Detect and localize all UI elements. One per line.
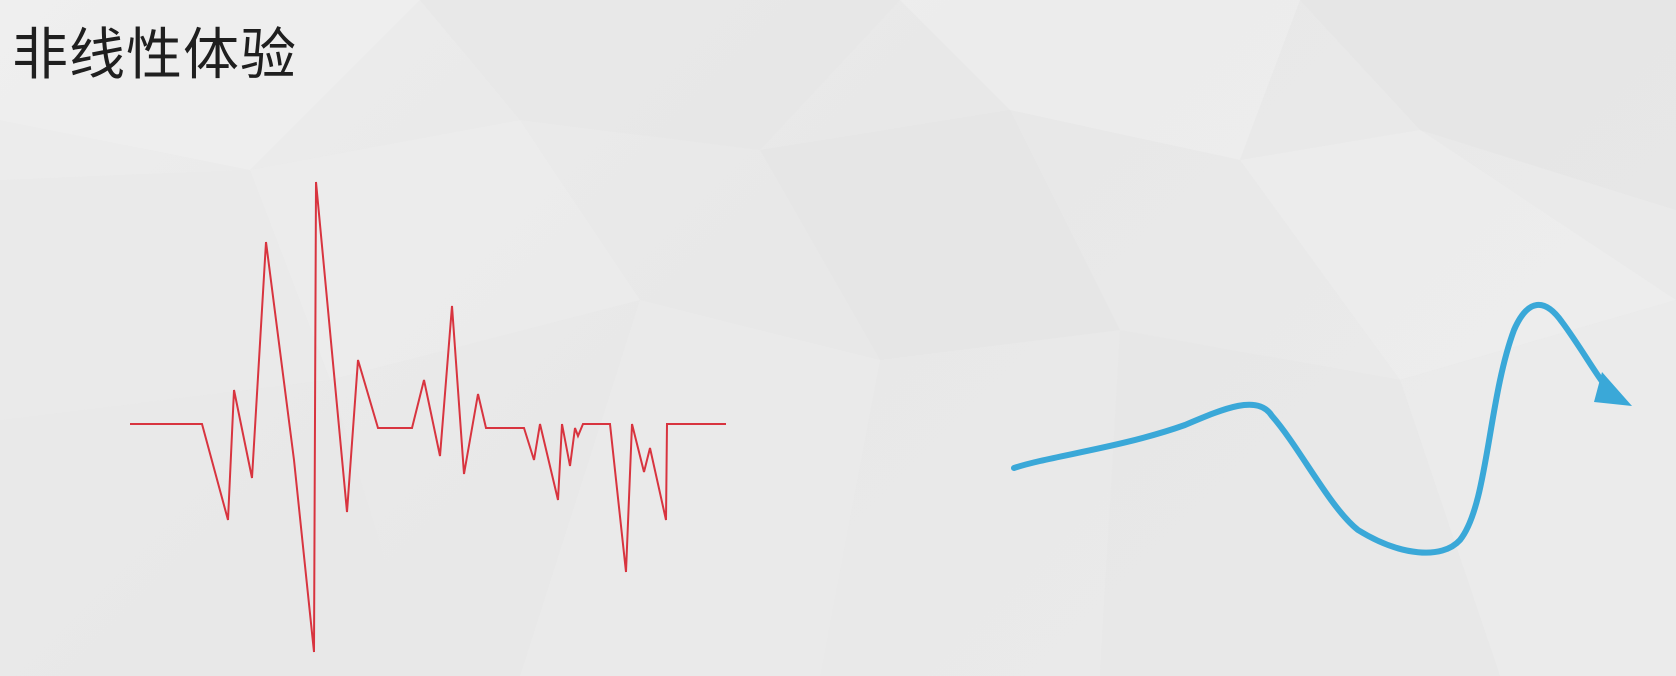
erratic-waveform-line	[130, 181, 726, 653]
arrow-head-icon	[1594, 372, 1632, 406]
slide-title: 非线性体验	[12, 23, 297, 88]
wavy-curve-line	[1011, 302, 1613, 556]
